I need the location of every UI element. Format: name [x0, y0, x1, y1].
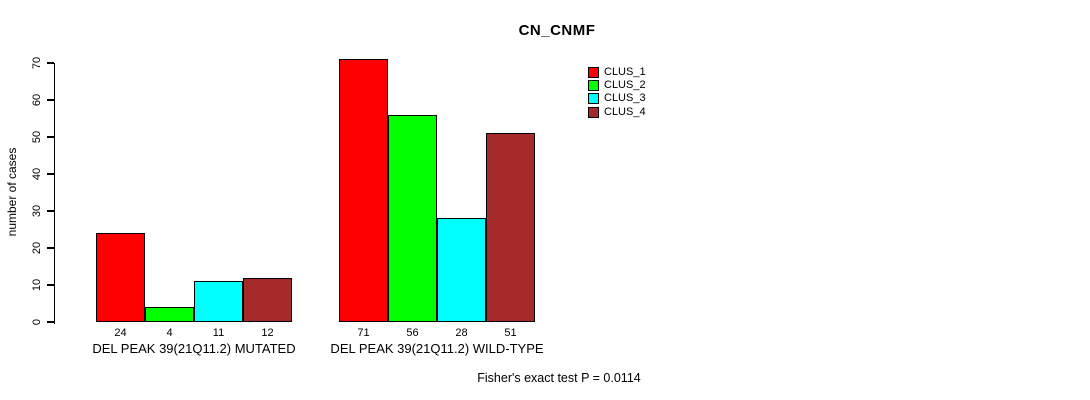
y-tick-label: 20 — [31, 241, 43, 255]
legend-label-clus_1: CLUS_1 — [604, 66, 646, 78]
x-category-label: DEL PEAK 39(21Q11.2) MUTATED — [92, 341, 296, 356]
y-tick-label: 40 — [31, 167, 43, 181]
legend-swatch-clus_3 — [588, 93, 599, 105]
y-tick-label: 60 — [31, 93, 43, 107]
y-axis-line — [53, 63, 55, 324]
bar-value-label: 24 — [114, 327, 127, 339]
y-tick-label: 70 — [31, 56, 43, 70]
y-axis-tick — [46, 321, 54, 323]
legend-label-clus_3: CLUS_3 — [604, 92, 646, 105]
bar-value-label: 4 — [166, 327, 173, 339]
y-tick-label: 50 — [31, 130, 43, 144]
y-tick-label: 10 — [31, 278, 43, 292]
x-category-label: DEL PEAK 39(21Q11.2) WILD-TYPE — [330, 341, 544, 356]
bar-value-label: 11 — [212, 327, 225, 339]
y-axis-tick — [46, 99, 54, 101]
chart-title: CN_CNMF — [518, 22, 596, 39]
y-axis-tick — [46, 173, 54, 175]
bar-clus_2-group2 — [388, 114, 437, 322]
bar-clus_1-group2 — [339, 59, 388, 322]
bar-value-label: 28 — [455, 327, 468, 339]
y-tick-label: 30 — [31, 204, 43, 218]
y-axis-tick — [46, 284, 54, 286]
bar-value-label: 71 — [357, 327, 370, 339]
bar-clus_2-group1 — [145, 307, 194, 322]
bar-clus_4-group2 — [486, 133, 535, 322]
bar-value-label: 12 — [261, 327, 274, 339]
legend-swatch-clus_1 — [588, 67, 599, 78]
y-axis-tick — [46, 210, 54, 212]
legend-label-clus_4: CLUS_4 — [604, 105, 646, 118]
bar-clus_4-group1 — [243, 277, 292, 322]
stat-annotation: Fisher's exact test P = 0.0114 — [477, 371, 641, 385]
bar-clus_3-group1 — [194, 281, 243, 322]
bar-value-label: 51 — [504, 327, 517, 339]
legend-swatch-clus_2 — [588, 80, 599, 92]
legend-swatch-clus_4 — [588, 106, 599, 118]
bar-clus_3-group2 — [437, 218, 486, 322]
bar-clus_1-group1 — [96, 233, 145, 322]
y-axis-tick — [46, 247, 54, 249]
y-axis-tick — [46, 136, 54, 138]
y-tick-label: 0 — [31, 318, 43, 326]
legend-label-clus_2: CLUS_2 — [604, 79, 646, 92]
bar-value-label: 56 — [406, 327, 419, 339]
y-axis-tick — [46, 62, 54, 64]
